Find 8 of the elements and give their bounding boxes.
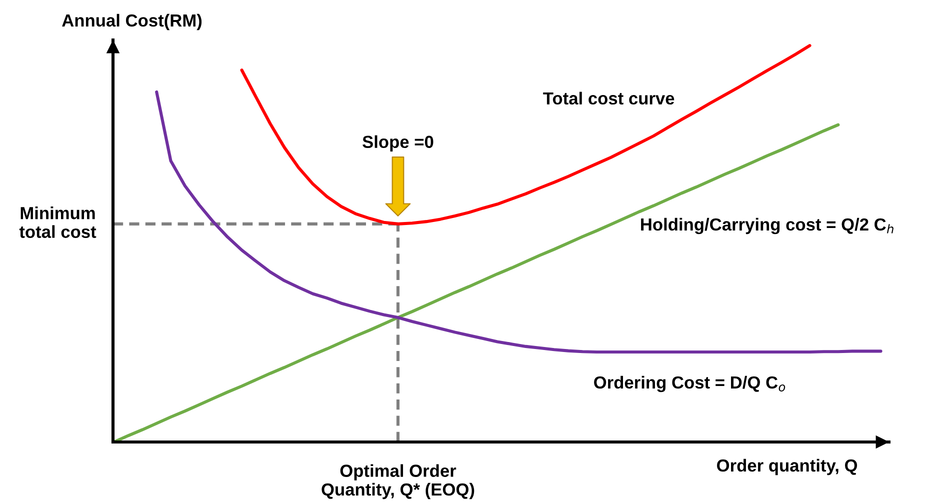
series-label: Holding/Carrying cost = Q/2 C$_{h}$ [641,218,894,234]
text: Optimal Order Quantity, Q* (EOQ) [322,464,474,500]
ref-line-label: Minimum total cost [19,206,96,238]
series-label: Total cost curve [543,92,674,105]
annotation: Slope =0 [362,135,434,152]
series-label: Ordering Cost = D/Q C$_{o}$ [594,376,786,392]
y-axis-title: Annual Cost(RM) [62,14,202,30]
x-axis-title: Order quantity, Q [717,458,858,476]
